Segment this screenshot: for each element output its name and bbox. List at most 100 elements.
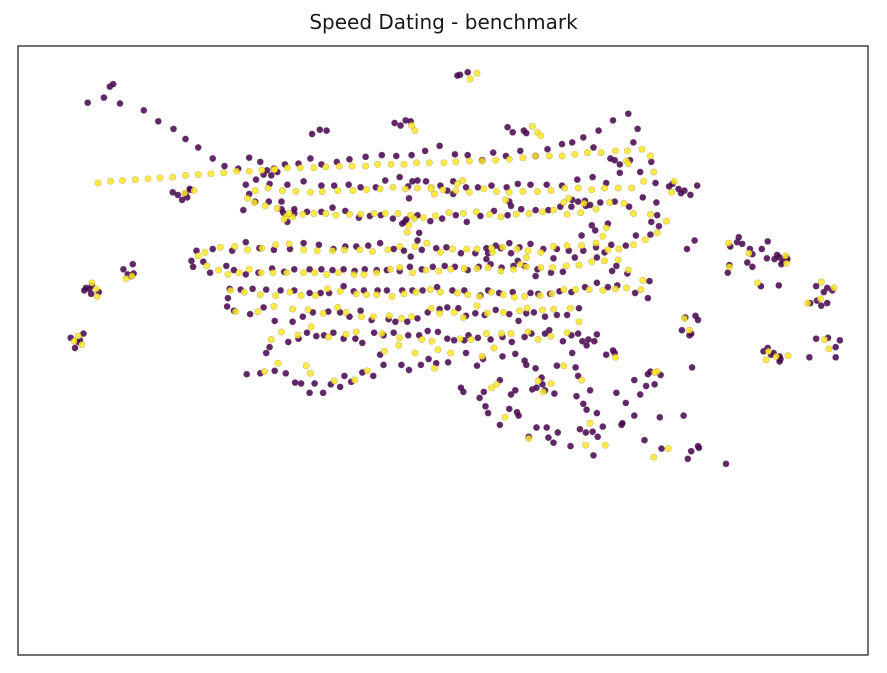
scatter-point-class-0	[724, 269, 732, 277]
scatter-point-class-0	[514, 180, 522, 188]
scatter-point-class-0	[591, 226, 599, 234]
scatter-point-class-0	[480, 388, 488, 396]
scatter-point-class-1	[389, 183, 397, 191]
scatter-point-class-1	[560, 286, 568, 294]
scatter-point-class-0	[521, 333, 529, 341]
scatter-point-class-1	[459, 313, 467, 321]
scatter-point-class-0	[695, 444, 703, 452]
scatter-point-class-0	[306, 289, 314, 297]
scatter-point-class-0	[505, 239, 513, 247]
scatter-point-class-0	[516, 147, 524, 155]
scatter-point-class-0	[209, 245, 217, 253]
scatter-point-class-0	[290, 205, 298, 213]
scatter-point-class-0	[532, 423, 540, 431]
scatter-point-class-0	[578, 337, 586, 345]
scatter-point-class-0	[246, 310, 254, 318]
scatter-point-class-0	[558, 140, 566, 148]
scatter-point-class-0	[84, 99, 92, 107]
scatter-point-class-0	[345, 313, 353, 321]
scatter-point-class-1	[370, 210, 378, 218]
scatter-point-class-0	[284, 338, 292, 346]
scatter-point-class-0	[593, 254, 601, 262]
scatter-point-class-0	[498, 352, 506, 360]
scatter-point-class-1	[523, 304, 531, 312]
scatter-point-class-0	[644, 370, 652, 378]
scatter-point-class-0	[758, 245, 766, 253]
scatter-point-class-0	[317, 265, 325, 273]
scatter-point-class-0	[691, 237, 699, 245]
scatter-point-class-1	[620, 199, 628, 207]
scatter-point-class-1	[240, 288, 248, 296]
scatter-point-class-1	[536, 291, 544, 299]
scatter-point-class-1	[380, 347, 388, 355]
scatter-point-class-1	[411, 243, 419, 251]
scatter-point-class-0	[657, 445, 665, 453]
scatter-point-class-0	[526, 240, 534, 248]
scatter-point-class-1	[448, 245, 456, 253]
scatter-point-class-1	[440, 159, 448, 167]
scatter-point-class-0	[340, 282, 348, 290]
scatter-point-class-1	[478, 352, 486, 360]
scatter-point-class-0	[425, 355, 433, 363]
scatter-point-class-0	[642, 382, 650, 390]
scatter-point-class-0	[812, 335, 820, 343]
scatter-point-class-0	[429, 263, 437, 271]
scatter-point-class-1	[342, 330, 350, 338]
scatter-point-class-0	[262, 349, 270, 357]
scatter-point-class-0	[616, 160, 624, 168]
scatter-point-class-0	[517, 205, 525, 213]
scatter-point-class-1	[131, 176, 139, 184]
scatter-point-class-0	[656, 413, 664, 421]
scatter-point-class-0	[306, 155, 314, 163]
scatter-point-class-0	[604, 283, 612, 291]
scatter-point-class-1	[250, 199, 258, 207]
scatter-point-class-1	[572, 286, 580, 294]
scatter-point-class-1	[294, 331, 302, 339]
scatter-point-class-0	[596, 199, 604, 207]
scatter-point-class-1	[203, 262, 211, 270]
scatter-point-class-0	[566, 442, 574, 450]
scatter-point-class-0	[443, 303, 451, 311]
scatter-point-class-0	[391, 119, 399, 127]
scatter-point-class-1	[784, 352, 792, 360]
scatter-point-class-1	[296, 164, 304, 172]
scatter-point-class-1	[254, 308, 262, 316]
scatter-point-class-1	[245, 167, 253, 175]
scatter-point-class-1	[459, 210, 467, 218]
scatter-point-class-1	[319, 309, 327, 317]
scatter-point-class-1	[764, 347, 772, 355]
scatter-point-class-1	[490, 344, 498, 352]
scatter-point-class-1	[547, 187, 555, 195]
scatter-point-class-0	[823, 299, 831, 307]
scatter-point-class-1	[144, 175, 152, 183]
scatter-point-class-1	[306, 369, 314, 377]
scatter-point-class-0	[549, 439, 557, 447]
scatter-point-class-0	[639, 193, 647, 201]
scatter-point-class-1	[562, 262, 570, 270]
scatter-point-class-1	[342, 308, 350, 316]
scatter-point-class-1	[497, 267, 505, 275]
scatter-point-class-0	[329, 329, 337, 337]
scatter-point-class-0	[636, 390, 644, 398]
scatter-point-class-0	[532, 384, 540, 392]
scatter-point-class-1	[402, 185, 410, 193]
scatter-point-class-0	[457, 384, 465, 392]
scatter-point-class-0	[116, 100, 124, 108]
scatter-point-class-0	[630, 412, 638, 420]
scatter-point-class-0	[444, 358, 452, 366]
scatter-point-class-1	[427, 304, 435, 312]
scatter-point-class-0	[609, 346, 617, 354]
scatter-point-class-0	[221, 162, 229, 170]
scatter-point-class-0	[574, 198, 582, 206]
scatter-point-class-1	[753, 279, 761, 287]
scatter-point-class-0	[678, 326, 686, 334]
scatter-point-class-0	[541, 330, 549, 338]
scatter-point-class-0	[460, 286, 468, 294]
scatter-point-class-0	[473, 362, 481, 370]
scatter-point-class-0	[283, 181, 291, 189]
scatter-point-class-1	[450, 308, 458, 316]
scatter-point-class-0	[612, 389, 620, 397]
scatter-point-class-1	[588, 186, 596, 194]
scatter-point-class-1	[334, 187, 342, 195]
scatter-point-class-0	[289, 318, 297, 326]
